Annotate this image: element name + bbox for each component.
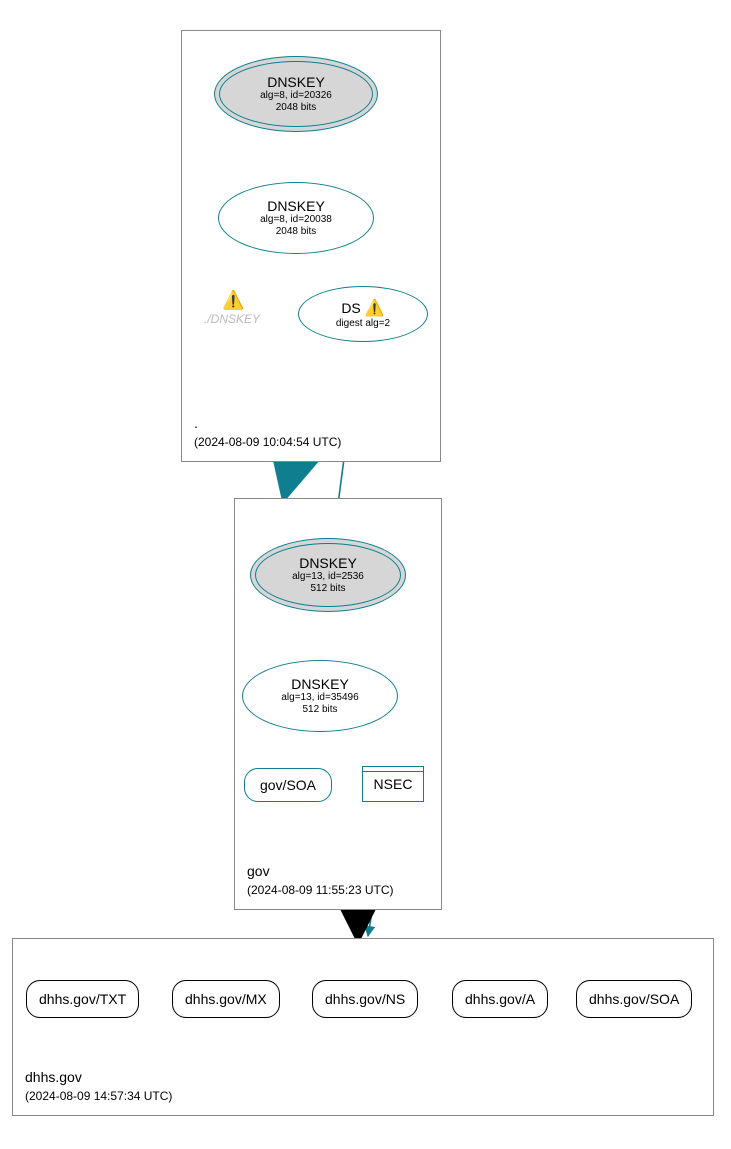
node-root-zsk-alg: alg=8, id=20038 — [260, 214, 332, 226]
zone-root-label: . — [194, 415, 198, 431]
zone-gov-label: gov — [247, 863, 270, 879]
node-dhhs-a: dhhs.gov/A — [452, 980, 548, 1018]
node-root-ksk-alg: alg=8, id=20326 — [260, 90, 332, 102]
zone-dhhs-label: dhhs.gov — [25, 1069, 82, 1085]
zone-gov-timestamp: (2024-08-09 11:55:23 UTC) — [247, 883, 394, 897]
node-ds-digest: digest alg=2 — [336, 318, 390, 330]
node-gov-ksk-alg: alg=13, id=2536 — [292, 571, 364, 583]
faded-dnskey-label: ./DNSKEY — [204, 312, 260, 326]
node-gov-soa: gov/SOA — [244, 768, 332, 802]
node-root-zsk: DNSKEY alg=8, id=20038 2048 bits — [218, 182, 374, 254]
node-dhhs-ns: dhhs.gov/NS — [312, 980, 418, 1018]
node-root-zsk-title: DNSKEY — [267, 198, 325, 215]
warning-icon: ⚠️ — [365, 298, 385, 318]
node-root-zsk-bits: 2048 bits — [276, 226, 317, 238]
warning-icon-standalone: ⚠️ — [222, 290, 244, 311]
node-gov-zsk-title: DNSKEY — [291, 676, 349, 693]
node-gov-ksk-bits: 512 bits — [310, 583, 345, 595]
zone-dhhs: dhhs.gov (2024-08-09 14:57:34 UTC) — [12, 938, 714, 1116]
node-ds-title: DS — [341, 300, 360, 317]
node-nsec: NSEC — [362, 766, 424, 802]
zone-dhhs-timestamp: (2024-08-09 14:57:34 UTC) — [25, 1089, 172, 1103]
node-dhhs-mx: dhhs.gov/MX — [172, 980, 280, 1018]
node-gov-zsk: DNSKEY alg=13, id=35496 512 bits — [242, 660, 398, 732]
zone-root-timestamp: (2024-08-09 10:04:54 UTC) — [194, 435, 341, 449]
node-root-ksk: DNSKEY alg=8, id=20326 2048 bits — [214, 56, 378, 132]
node-dhhs-txt: dhhs.gov/TXT — [26, 980, 139, 1018]
node-gov-ksk: DNSKEY alg=13, id=2536 512 bits — [250, 538, 406, 612]
node-gov-zsk-bits: 512 bits — [302, 704, 337, 716]
node-gov-ksk-title: DNSKEY — [299, 555, 357, 572]
node-ds: DS ⚠️ digest alg=2 — [298, 286, 428, 342]
node-root-ksk-bits: 2048 bits — [276, 102, 317, 114]
node-gov-zsk-alg: alg=13, id=35496 — [281, 692, 358, 704]
node-dhhs-soa: dhhs.gov/SOA — [576, 980, 692, 1018]
node-root-ksk-title: DNSKEY — [267, 74, 325, 91]
